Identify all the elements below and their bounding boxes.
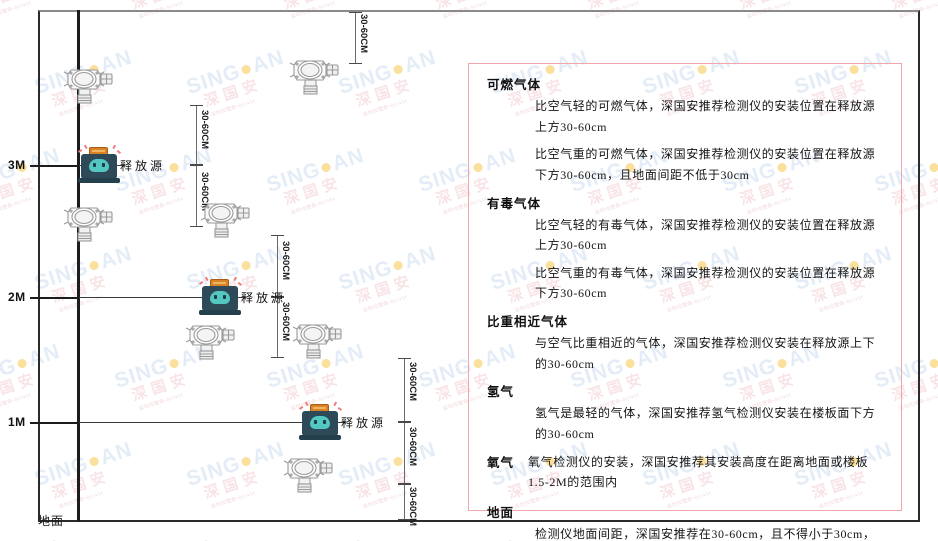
- section-paragraph: 比空气重的可燃气体，深国安推荐检测仪的安装位置在释放源下方30-60cm，且地面…: [535, 147, 876, 182]
- vertical-axis: [77, 10, 80, 522]
- detector-below-2m-left-icon: [185, 318, 243, 362]
- detector-below-2m-right-icon: [292, 317, 350, 361]
- detector-top-right-icon: [289, 53, 347, 97]
- dimension-label: 30-60CM: [407, 427, 418, 467]
- dimension-tick-top: [398, 422, 411, 423]
- dimension-tick-top: [271, 235, 284, 236]
- level-label-2m: 2M: [8, 290, 26, 304]
- dimension-tick-bottom: [349, 63, 362, 64]
- dim-below-2m: [271, 297, 284, 358]
- section-title-ground: 地面: [487, 505, 515, 520]
- dimension-tick-top: [398, 484, 411, 485]
- outer-frame: [38, 10, 920, 522]
- dim-ground: [398, 484, 411, 520]
- section-similar-density-gas: 比重相近气体与空气比重相近的气体，深国安推荐检测仪安装在释放源上下的30-60c…: [487, 311, 887, 374]
- release-source-label: 释放源: [120, 159, 166, 173]
- level-label-3m: 3M: [8, 158, 26, 172]
- dimension-tick-bottom: [271, 296, 284, 297]
- section-paragraph: 比空气轻的有毒气体，深国安推荐检测仪的安装位置在释放源上方30-60cm: [535, 217, 876, 253]
- dimension-tick-top: [190, 165, 203, 166]
- dimension-label: 30-60CM: [199, 110, 210, 150]
- level-tick-1m: [30, 422, 80, 424]
- section-paragraph: 检测仪地面间距，深国安推荐在30-60cm，且不得小于30cm，因为过低容易水溅…: [535, 526, 876, 541]
- section-oxygen: 氧气 氧气检测仪的安装，深国安推荐其安装高度在距离地面或楼板1.5-2M的范围内: [487, 452, 887, 500]
- detector-below-3m-right-icon: [200, 196, 258, 240]
- dimension-tick-bottom: [398, 483, 411, 484]
- dimension-label: 30-60CM: [407, 362, 418, 402]
- source-2m-icon: [198, 276, 243, 315]
- dimension-tick-bottom: [398, 421, 411, 422]
- section-ground: 地面检测仪地面间距，深国安推荐在30-60cm，且不得小于30cm，因为过低容易…: [487, 502, 887, 541]
- dimension-label: 30-60CM: [407, 487, 418, 527]
- ground-label: 地面: [38, 514, 65, 528]
- dimension-label: 30-60CM: [280, 302, 291, 342]
- section-paragraph: 比空气重的有毒气体，深国安推荐检测仪的安装位置在释放源下方30-60cm: [535, 265, 876, 301]
- dim-below-3m: [190, 165, 203, 227]
- level-label-1m: 1M: [8, 415, 26, 429]
- dimension-tick-bottom: [271, 357, 284, 358]
- dimension-label: 30-60CM: [280, 241, 291, 281]
- section-title-oxygen: 氧气: [487, 455, 515, 470]
- detector-below-1m-icon: [283, 451, 341, 495]
- release-source-label: 释放源: [241, 291, 287, 305]
- dimension-tick-top: [190, 105, 203, 106]
- dimension-tick-top: [349, 12, 362, 13]
- dim-above-2m: [271, 235, 284, 297]
- section-title-combustible-gas: 可燃气体: [487, 78, 542, 92]
- dim-above-3m: [190, 105, 203, 165]
- section-paragraph: 氧气检测仪的安装，深国安推荐其安装高度在距离地面或楼板1.5-2M的范围内: [528, 454, 869, 490]
- dimension-tick-bottom: [190, 226, 203, 227]
- section-title-toxic-gas: 有毒气体: [487, 196, 542, 211]
- release-source-label: 释放源: [341, 416, 387, 430]
- dim-below-1m: [398, 422, 411, 484]
- section-paragraph: 比空气轻的可燃气体，深国安推荐检测仪的安装位置在释放源上方30-60cm: [535, 99, 876, 134]
- source-1m-icon: [298, 401, 343, 440]
- source-connector-line: [79, 422, 346, 423]
- section-title-similar-density-gas: 比重相近气体: [487, 315, 569, 329]
- dimension-label: 30-60CM: [358, 14, 369, 54]
- source-connector-line: [79, 297, 246, 298]
- info-panel: 可燃气体比空气轻的可燃气体，深国安推荐检测仪的安装位置在释放源上方30-60cm…: [468, 63, 902, 541]
- dimension-tick-bottom: [398, 519, 411, 520]
- level-tick-3m: [30, 165, 80, 167]
- detector-below-3m-left-icon: [63, 200, 121, 244]
- section-paragraph: 与空气比重相近的气体，深国安推荐检测仪安装在释放源上下的30-60cm: [535, 336, 876, 371]
- source-3m-icon: [77, 144, 122, 183]
- dimension-tick-top: [398, 358, 411, 359]
- level-tick-2m: [30, 297, 80, 299]
- section-toxic-gas: 有毒气体比空气轻的有毒气体，深国安推荐检测仪的安装位置在释放源上方30-60cm…: [487, 193, 887, 305]
- section-paragraph: 氢气是最轻的气体，深国安推荐氢气检测仪安装在楼板面下方的30-60cm: [535, 406, 876, 441]
- section-title-hydrogen: 氢气: [487, 385, 515, 400]
- detector-top-left-icon: [63, 62, 121, 106]
- dim-top-right: [349, 12, 362, 64]
- dim-above-1m: [398, 358, 411, 422]
- section-hydrogen: 氢气氢气是最轻的气体，深国安推荐氢气检测仪安装在楼板面下方的30-60cm: [487, 381, 887, 444]
- section-combustible-gas: 可燃气体比空气轻的可燃气体，深国安推荐检测仪的安装位置在释放源上方30-60cm…: [487, 74, 887, 186]
- dimension-tick-top: [271, 297, 284, 298]
- dimension-tick-bottom: [190, 164, 203, 165]
